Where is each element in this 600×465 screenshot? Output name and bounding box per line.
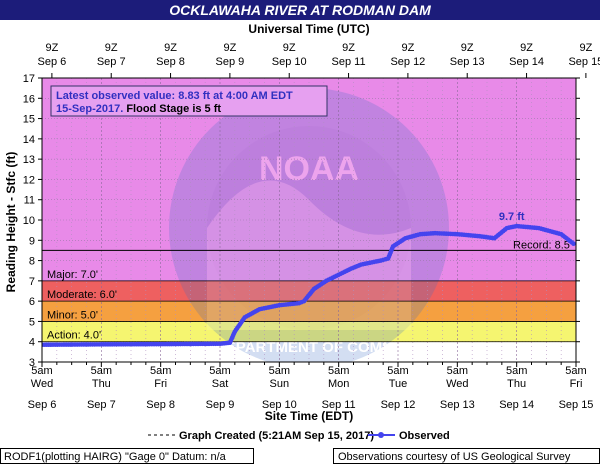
y-axis-ticks: 3 4 5 6 7 8 9 10 11 12 13 14 15 16 17 xyxy=(23,73,580,369)
y-tick-label: 6 xyxy=(29,296,35,308)
x-tick-time: 5am xyxy=(91,365,112,377)
y-tick-label: 11 xyxy=(24,195,35,207)
y-tick-label: 9 xyxy=(29,235,35,247)
x-tick-day: Thu xyxy=(92,378,111,390)
y-tick-label: 15 xyxy=(23,114,35,126)
peak-label: 9.7 ft xyxy=(499,211,525,223)
x-tick-day: Fri xyxy=(154,378,167,390)
x-tick-time: 5am xyxy=(150,365,171,377)
top-tick-time: 9Z xyxy=(45,42,58,54)
noaa-logo-icon xyxy=(169,88,449,362)
x-tick-date: Sep 7 xyxy=(87,399,116,411)
x-tick-day: Sun xyxy=(270,378,290,390)
x-tick-date: Sep 13 xyxy=(440,399,475,411)
y-tick-label: 12 xyxy=(23,174,35,186)
x-tick-day: Wed xyxy=(446,378,468,390)
x-tick-date: Sep 11 xyxy=(322,399,356,411)
top-tick-time: 9Z xyxy=(164,42,177,54)
x-tick-date: Sep 10 xyxy=(262,399,297,411)
y-tick-label: 8 xyxy=(29,256,35,268)
x-tick-date: Sep 9 xyxy=(206,399,235,411)
top-tick-date: Sep 11 xyxy=(332,56,366,68)
y-tick-label: 10 xyxy=(23,215,35,227)
x-axis-title: Site Time (EDT) xyxy=(265,409,353,423)
top-axis-ticks: 9Z Sep 6 9Z Sep 7 9Z Sep 8 9Z Sep 9 9Z Sep 10 9Z Se… xyxy=(38,42,600,78)
footer-source-note: Observations courtesy of US Geological S… xyxy=(338,451,571,463)
top-tick-date: Sep 12 xyxy=(390,56,425,68)
title-bar xyxy=(0,0,600,20)
y-tick-label: 4 xyxy=(29,337,35,349)
flood-stage-text: 15-Sep-2017. Flood Stage is 5 ft xyxy=(56,103,221,115)
top-tick-time: 9Z xyxy=(342,42,355,54)
noaa-watermark: NOAA U.S. DEPARTMENT OF COMMERCE xyxy=(169,88,449,362)
x-tick-time: 5am xyxy=(328,365,349,377)
record-label: Record: 8.5' xyxy=(513,239,572,251)
x-tick-day: Fri xyxy=(570,378,583,390)
top-tick-date: Sep 10 xyxy=(272,56,307,68)
latest-value-box: Latest observed value: 8.83 ft at 4:00 A… xyxy=(50,85,328,117)
threshold-label-major: Major: 7.0' xyxy=(47,269,98,281)
top-axis-title: Universal Time (UTC) xyxy=(248,22,369,36)
legend: Graph Created (5:21AM Sep 15, 2017) Obse… xyxy=(148,430,450,442)
y-tick-label: 7 xyxy=(29,276,35,288)
x-tick-time: 5am xyxy=(269,365,290,377)
legend-created-label: Graph Created (5:21AM Sep 15, 2017) xyxy=(179,430,374,442)
top-tick-time: 9Z xyxy=(461,42,474,54)
top-tick-date: Sep 7 xyxy=(97,56,126,68)
x-tick-time: 5am xyxy=(387,365,408,377)
series-observed-point xyxy=(571,241,576,247)
legend-observed-label: Observed xyxy=(399,430,450,442)
threshold-label-minor: Minor: 5.0' xyxy=(47,309,98,321)
y-tick-label: 16 xyxy=(23,93,35,105)
x-tick-time: 5am xyxy=(447,365,468,377)
footer-datum-note: RODF1(plotting HAIRG) "Gage 0" Datum: n/… xyxy=(4,451,227,463)
top-tick-date: Sep 14 xyxy=(509,56,544,68)
x-tick-time: 5am xyxy=(565,365,586,377)
top-tick-time: 9Z xyxy=(401,42,414,54)
x-tick-time: 5am xyxy=(209,365,230,377)
top-tick-date: Sep 13 xyxy=(450,56,485,68)
y-tick-label: 5 xyxy=(29,316,35,328)
threshold-lines: Action: 4.0' Minor: 5.0' Moderate: 6.0' Maj… xyxy=(42,239,576,343)
x-tick-time: 5am xyxy=(31,365,52,377)
top-tick-date: Sep 9 xyxy=(216,56,245,68)
y-axis-title: Reading Height - Stfc (ft) xyxy=(4,152,18,293)
x-tick-date: Sep 14 xyxy=(499,399,534,411)
latest-value-text: Latest observed value: 8.83 ft at 4:00 A… xyxy=(56,90,293,102)
top-tick-time: 9Z xyxy=(105,42,118,54)
top-tick-date: Sep 6 xyxy=(38,56,67,68)
top-tick-time: 9Z xyxy=(520,42,533,54)
x-tick-day: Sat xyxy=(212,378,229,390)
chart-title: OCKLAWAHA RIVER AT RODMAN DAM xyxy=(169,2,431,18)
top-tick-date: Sep 8 xyxy=(156,56,185,68)
x-tick-date: Sep 6 xyxy=(28,399,57,411)
x-tick-date: Sep 12 xyxy=(381,399,416,411)
top-tick-time: 9Z xyxy=(579,42,592,54)
top-tick-time: 9Z xyxy=(223,42,236,54)
series-layer: 9.7 ft xyxy=(42,211,576,348)
y-tick-label: 13 xyxy=(23,154,35,166)
threshold-label-moderate: Moderate: 6.0' xyxy=(47,289,117,301)
legend-observed-marker xyxy=(378,432,384,438)
watermark-text: NOAA xyxy=(259,150,359,188)
y-tick-label: 14 xyxy=(23,134,35,146)
x-tick-day: Thu xyxy=(507,378,526,390)
x-tick-date: Sep 8 xyxy=(146,399,175,411)
footer-left-box xyxy=(0,448,254,464)
y-tick-label: 3 xyxy=(29,357,35,369)
y-tick-label: 17 xyxy=(23,73,35,85)
x-tick-day: Tue xyxy=(389,378,408,390)
x-tick-time: 5am xyxy=(506,365,527,377)
top-tick-date: Sep 15 xyxy=(568,56,600,68)
x-tick-date: Sep 15 xyxy=(559,399,594,411)
top-tick-time: 9Z xyxy=(283,42,296,54)
x-tick-day: Mon xyxy=(328,378,349,390)
x-tick-day: Wed xyxy=(31,378,53,390)
watermark-bottom-text: U.S. DEPARTMENT OF COMMERCE xyxy=(182,339,437,356)
threshold-label-action: Action: 4.0' xyxy=(47,330,101,342)
